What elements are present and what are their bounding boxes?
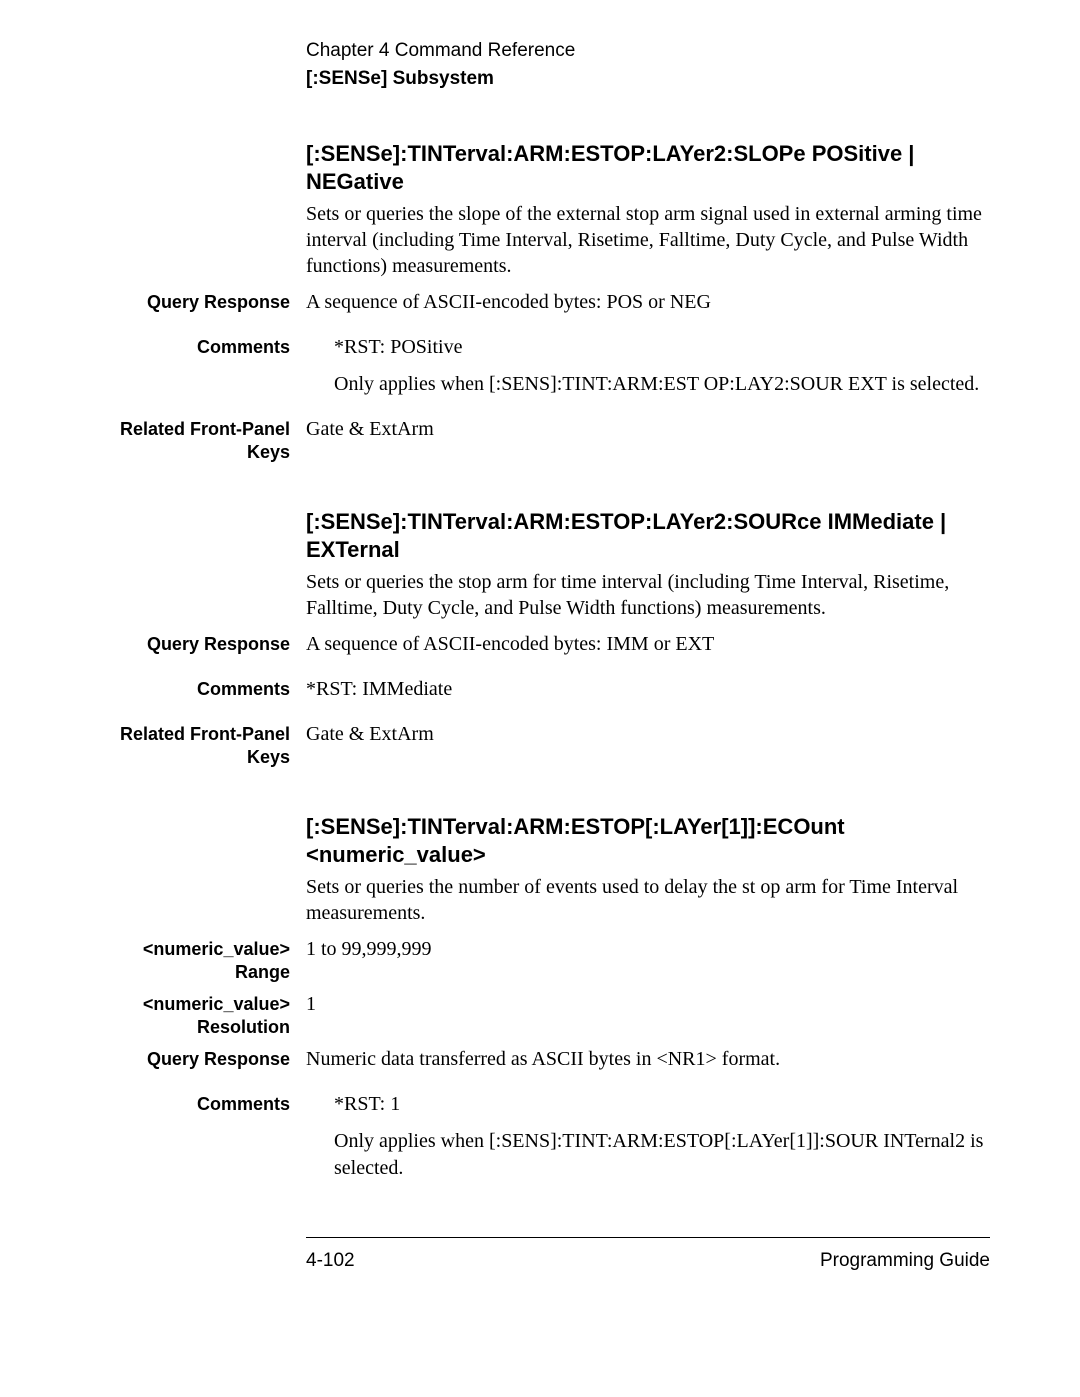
field-label: Query Response (90, 631, 306, 656)
command-title: [:SENSe]:TINTerval:ARM:ESTOP:LAYer2:SOUR… (306, 508, 990, 563)
field-label: Query Response (90, 1046, 306, 1071)
command-description: Sets or queries the stop arm for time in… (306, 569, 990, 621)
command-section: [:SENSe]:TINTerval:ARM:ESTOP[:LAYer[1]]:… (90, 813, 990, 1192)
field-content: Gate & ExtArm (306, 721, 990, 758)
field-label: Related Front-Panel Keys (90, 416, 306, 463)
field-content: *RST: 1 Only applies when [:SENS]:TINT:A… (306, 1091, 990, 1192)
field-text: Gate & ExtArm (306, 721, 990, 748)
field-text: *RST: IMMediate (306, 676, 990, 703)
field-text: A sequence of ASCII-encoded bytes: IMM o… (306, 631, 990, 658)
field-text: Only applies when [:SENS]:TINT:ARM:EST O… (334, 371, 990, 398)
field-text: Gate & ExtArm (306, 416, 990, 443)
page-content: Chapter 4 Command Reference [:SENSe] Sub… (0, 0, 1080, 1397)
field-text: *RST: POSitive (334, 334, 990, 361)
field-label: Comments (90, 334, 306, 359)
page-header: Chapter 4 Command Reference [:SENSe] Sub… (306, 40, 990, 90)
command-description: Sets or queries the number of events use… (306, 874, 990, 926)
field-content: *RST: IMMediate (306, 676, 990, 713)
field-content: 1 (306, 991, 990, 1028)
command-section: [:SENSe]:TINTerval:ARM:ESTOP:LAYer2:SOUR… (90, 508, 990, 768)
field-row: <numeric_value> Range 1 to 99,999,999 (90, 936, 990, 983)
subsystem-label: [:SENSe] Subsystem (306, 68, 990, 90)
command-title: [:SENSe]:TINTerval:ARM:ESTOP[:LAYer[1]]:… (306, 813, 990, 868)
field-text: Numeric data transferred as ASCII bytes … (306, 1046, 990, 1073)
field-content: *RST: POSitive Only applies when [:SENS]… (306, 334, 990, 408)
field-content: 1 to 99,999,999 (306, 936, 990, 973)
field-text: *RST: 1 (334, 1091, 990, 1118)
command-description: Sets or queries the slope of the externa… (306, 201, 990, 279)
footer-rule (306, 1237, 990, 1238)
field-text: 1 to 99,999,999 (306, 936, 990, 963)
field-label: Comments (90, 1091, 306, 1116)
field-content: Gate & ExtArm (306, 416, 990, 453)
field-content: A sequence of ASCII-encoded bytes: IMM o… (306, 631, 990, 668)
field-text: A sequence of ASCII-encoded bytes: POS o… (306, 289, 990, 316)
command-title: [:SENSe]:TINTerval:ARM:ESTOP:LAYer2:SLOP… (306, 140, 990, 195)
field-row: Comments *RST: POSitive Only applies whe… (90, 334, 990, 408)
field-row: Query Response A sequence of ASCII-encod… (90, 631, 990, 668)
field-row: Related Front-Panel Keys Gate & ExtArm (90, 721, 990, 768)
field-text: 1 (306, 991, 990, 1018)
chapter-label: Chapter 4 Command Reference (306, 40, 990, 62)
field-label: Comments (90, 676, 306, 701)
field-label: Related Front-Panel Keys (90, 721, 306, 768)
field-label: <numeric_value> Range (90, 936, 306, 983)
field-row: Comments *RST: IMMediate (90, 676, 990, 713)
field-row: Related Front-Panel Keys Gate & ExtArm (90, 416, 990, 463)
field-row: Comments *RST: 1 Only applies when [:SEN… (90, 1091, 990, 1192)
field-content: Numeric data transferred as ASCII bytes … (306, 1046, 990, 1083)
command-section: [:SENSe]:TINTerval:ARM:ESTOP:LAYer2:SLOP… (90, 140, 990, 463)
field-label: Query Response (90, 289, 306, 314)
field-row: Query Response Numeric data transferred … (90, 1046, 990, 1083)
doc-title: Programming Guide (820, 1250, 990, 1272)
field-text: Only applies when [:SENS]:TINT:ARM:ESTOP… (334, 1128, 990, 1182)
field-content: A sequence of ASCII-encoded bytes: POS o… (306, 289, 990, 326)
page-footer: 4-102 Programming Guide (306, 1250, 990, 1272)
field-row: Query Response A sequence of ASCII-encod… (90, 289, 990, 326)
field-label: <numeric_value> Resolution (90, 991, 306, 1038)
page-number: 4-102 (306, 1250, 355, 1272)
field-row: <numeric_value> Resolution 1 (90, 991, 990, 1038)
